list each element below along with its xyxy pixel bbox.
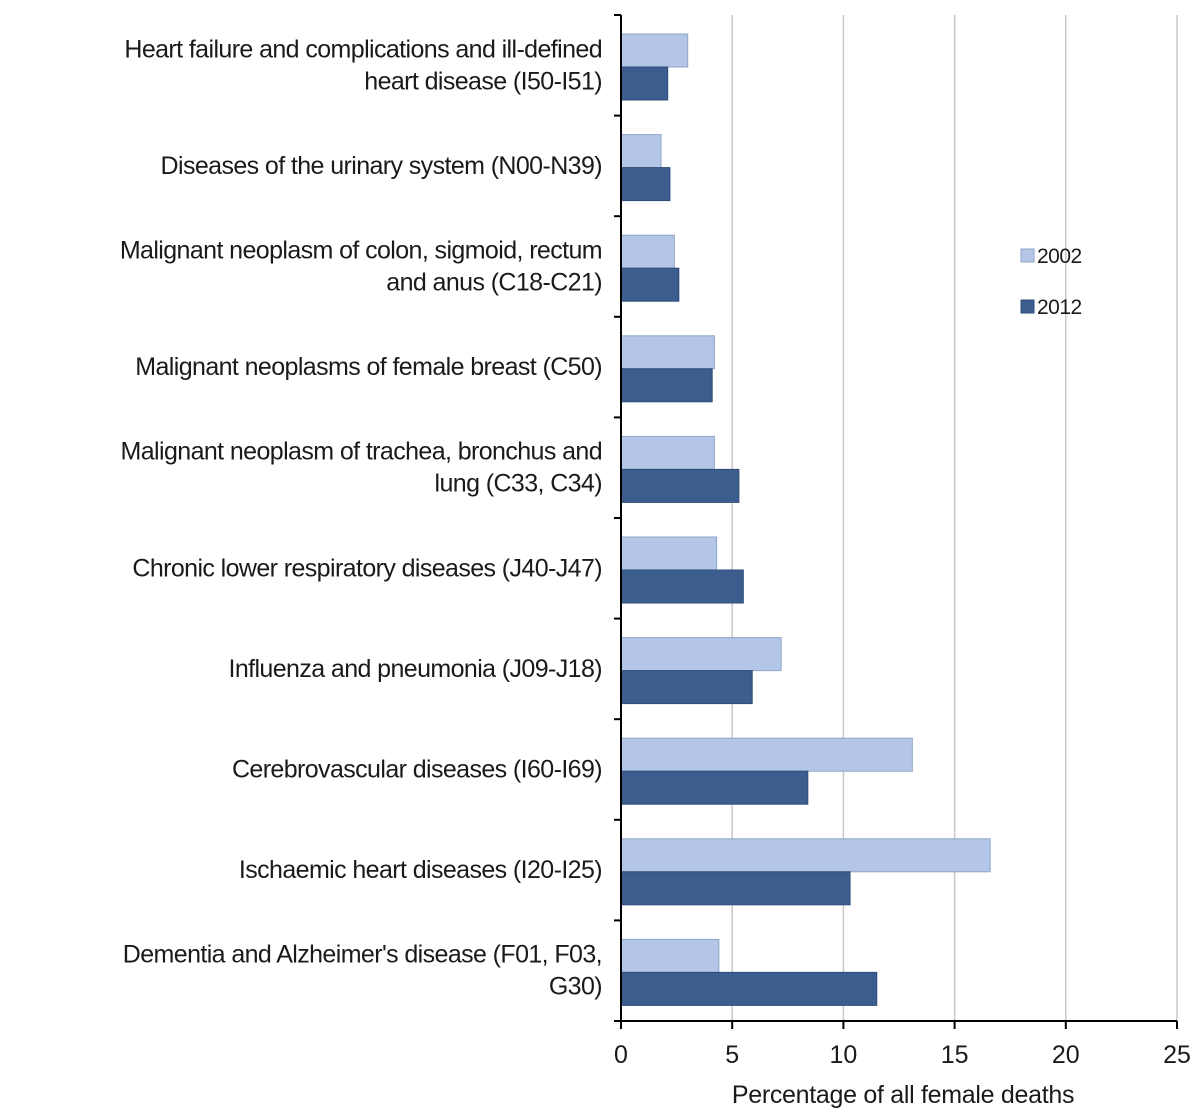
bar-2002-9: [620, 938, 720, 973]
bars: [620, 33, 991, 1006]
legend-swatch-2012: [1020, 299, 1035, 314]
bar-2012-2: [620, 267, 680, 302]
bar-2002-8: [620, 838, 991, 873]
bar-2012-6: [620, 670, 753, 705]
x-axis-title: Percentage of all female deaths: [732, 1081, 1074, 1109]
bar-2002-6: [620, 637, 782, 672]
category-label-5: Chronic lower respiratory diseases (J40-…: [132, 554, 602, 582]
legend-label-2012: 2012: [1037, 296, 1082, 319]
bar-2002-4: [620, 435, 715, 470]
category-label-9: Dementia and Alzheimer's disease (F01, F…: [123, 941, 602, 1001]
bar-2012-5: [620, 569, 744, 604]
legend: 2002 2012: [1020, 245, 1082, 319]
category-label-4: Malignant neoplasm of trachea, bronchus …: [121, 438, 602, 498]
bar-2002-7: [620, 737, 913, 772]
x-tick-label-20: 20: [1052, 1041, 1080, 1069]
bar-2012-3: [620, 368, 713, 403]
x-tick-label-25: 25: [1163, 1041, 1191, 1069]
bar-2002-0: [620, 33, 689, 68]
bar-2012-9: [620, 971, 878, 1006]
bar-2012-0: [620, 66, 669, 101]
category-label-6: Influenza and pneumonia (J09-J18): [228, 655, 602, 683]
x-tick-label-5: 5: [725, 1041, 739, 1069]
category-label-2: Malignant neoplasm of colon, sigmoid, re…: [120, 237, 602, 297]
bar-2002-5: [620, 536, 718, 571]
category-label-1: Diseases of the urinary system (N00-N39): [161, 152, 602, 180]
category-labels: Heart failure and complications and ill-…: [120, 35, 603, 1001]
bar-2012-1: [620, 167, 671, 202]
legend-swatch-2002: [1020, 248, 1035, 263]
bar-2002-3: [620, 335, 715, 370]
category-label-8: Ischaemic heart diseases (I20-I25): [239, 856, 602, 884]
x-tick-label-15: 15: [941, 1041, 969, 1069]
category-label-0: Heart failure and complications and ill-…: [124, 35, 602, 95]
bar-2012-7: [620, 770, 809, 805]
legend-label-2002: 2002: [1037, 245, 1082, 268]
tick-labels: 0 5 10 15 20 25: [614, 1041, 1191, 1069]
category-label-7: Cerebrovascular diseases (I60-I69): [232, 756, 602, 784]
bar-2012-4: [620, 468, 740, 503]
category-label-3: Malignant neoplasms of female breast (C5…: [135, 353, 602, 381]
bar-2002-2: [620, 234, 675, 269]
x-tick-label-0: 0: [614, 1041, 628, 1069]
x-tick-label-10: 10: [829, 1041, 857, 1069]
bar-2002-1: [620, 134, 662, 169]
bar-2012-8: [620, 871, 851, 906]
axes: [614, 14, 1178, 1029]
